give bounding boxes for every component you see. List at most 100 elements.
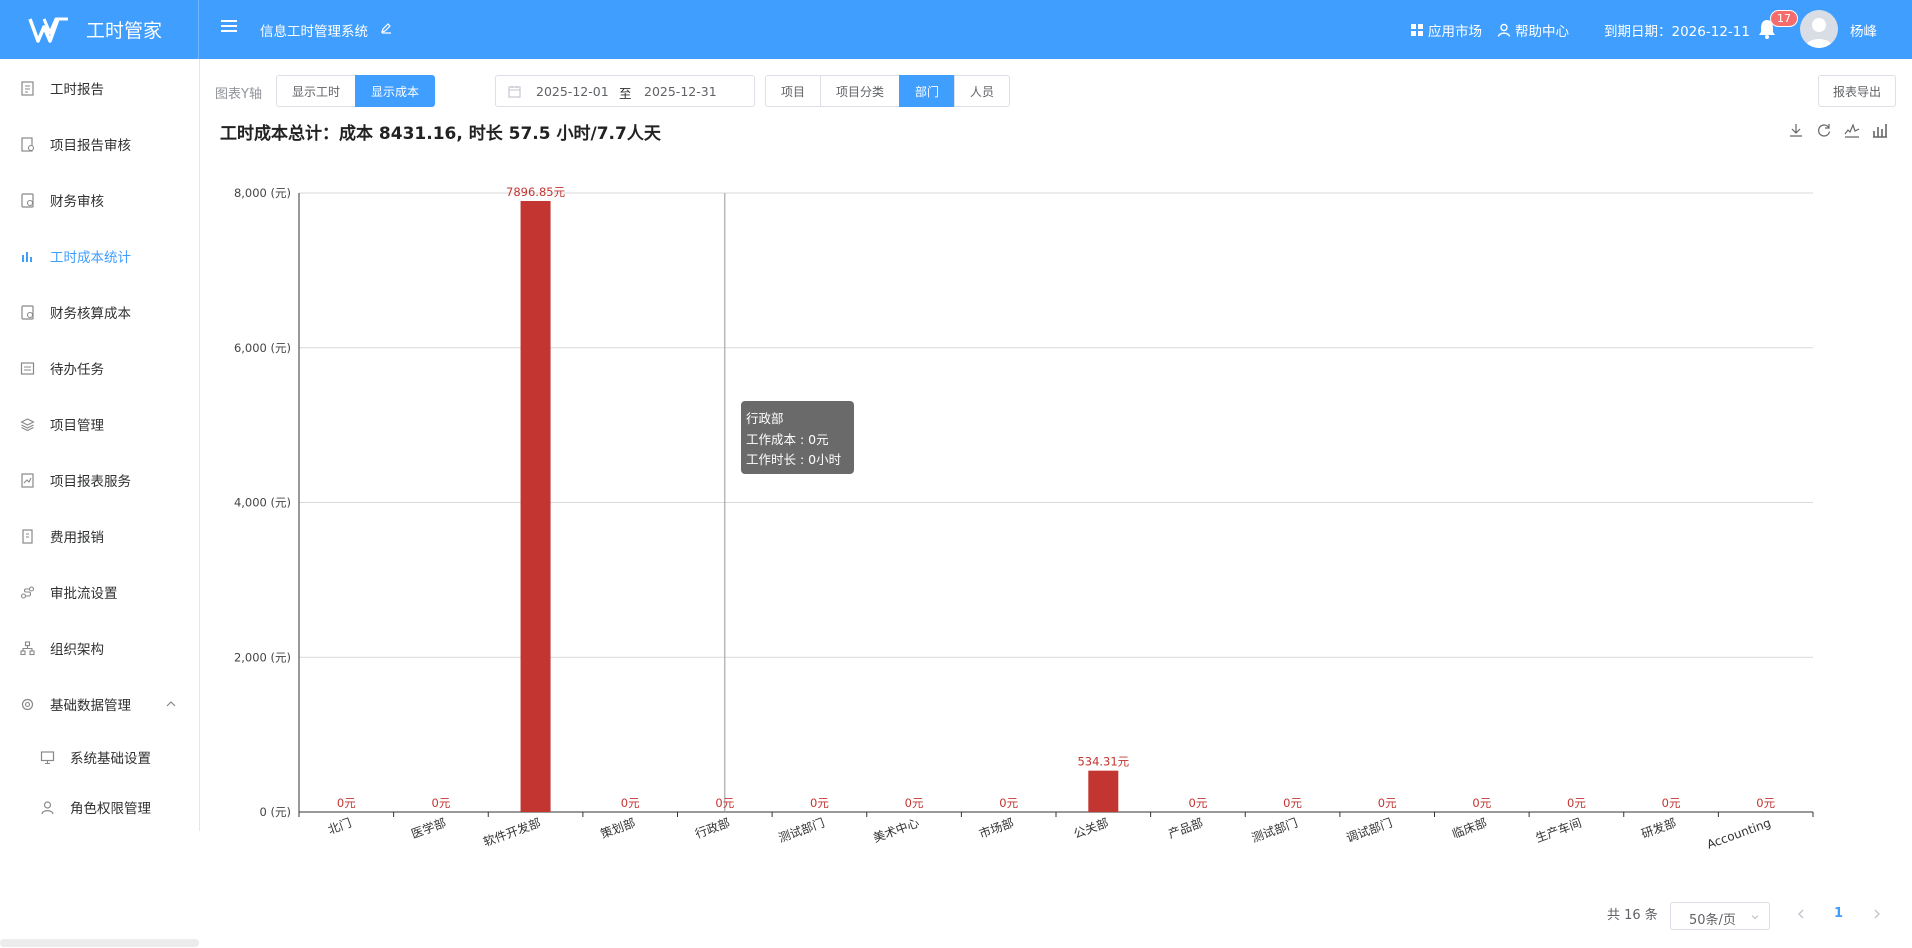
data-label: 0元	[1472, 796, 1491, 810]
x-tick-label: 软件开发部	[481, 815, 543, 850]
y-tick-label: 6,000 (元)	[234, 341, 291, 355]
user-icon	[41, 800, 54, 814]
sidebar-item-label: 组织架构	[50, 642, 104, 658]
sidebar-item-label: 角色权限管理	[70, 801, 151, 817]
x-tick-label: 北门	[326, 815, 354, 837]
prev-page-icon[interactable]	[1795, 908, 1807, 920]
x-tick-label: 调试部门	[1344, 815, 1394, 846]
sidebar-item-cost-stats[interactable]: 工时成本统计	[0, 236, 199, 276]
sidebar-item-expense[interactable]: 费用报销	[0, 516, 199, 556]
data-label: 0元	[432, 796, 451, 810]
workflow-icon	[20, 585, 35, 599]
task-icon	[20, 361, 35, 375]
data-label: 0元	[1378, 796, 1397, 810]
export-button[interactable]: 报表导出	[1818, 75, 1896, 107]
group-department-button[interactable]: 部门	[899, 75, 956, 107]
system-title: 信息工时管理系统	[260, 24, 368, 40]
sidebar-item-label: 项目报告审核	[50, 138, 131, 154]
x-tick-label: 研发部	[1639, 815, 1678, 841]
line-chart-icon[interactable]	[1844, 122, 1860, 138]
x-tick-label: 生产车间	[1533, 815, 1583, 846]
y-tick-label: 0 (元)	[260, 805, 291, 819]
avatar[interactable]	[1800, 10, 1838, 48]
x-tick-label: 医学部	[409, 815, 448, 841]
download-icon[interactable]	[1788, 122, 1804, 138]
next-page-icon[interactable]	[1871, 908, 1883, 920]
menu-toggle-icon[interactable]	[221, 20, 237, 34]
sidebar-item-work-report[interactable]: 工时报告	[0, 68, 199, 108]
date-start[interactable]: 2025-12-01	[536, 84, 609, 99]
bar-chart-toggle-icon[interactable]	[1872, 122, 1888, 138]
sidebar-item-role-permission[interactable]: 角色权限管理	[0, 787, 199, 827]
data-label: 0元	[715, 796, 734, 810]
x-tick-label: 策划部	[598, 815, 637, 841]
calendar-icon	[508, 86, 521, 98]
current-page[interactable]: 1	[1834, 906, 1844, 921]
app-market-link[interactable]: 应用市场	[1410, 20, 1482, 40]
sidebar-item-label: 费用报销	[50, 530, 104, 546]
monitor-icon	[40, 750, 55, 764]
bar	[1088, 770, 1119, 812]
sidebar-item-label: 财务审核	[50, 194, 104, 210]
user-outline-icon	[1497, 23, 1511, 37]
edit-icon[interactable]	[380, 22, 392, 34]
group-person-button[interactable]: 人员	[954, 75, 1011, 107]
sidebar-item-finance-audit[interactable]: 财务审核	[0, 180, 199, 220]
data-label: 0元	[999, 796, 1018, 810]
sidebar-item-todo[interactable]: 待办任务	[0, 348, 199, 388]
y-tick-label: 4,000 (元)	[234, 496, 291, 510]
sidebar-item-project-report[interactable]: 项目报表服务	[0, 460, 199, 500]
avatar-person-icon	[1805, 18, 1833, 48]
sidebar-scrollbar[interactable]	[0, 939, 199, 947]
chevron-down-icon	[1751, 915, 1759, 920]
y-tick-label: 8,000 (元)	[234, 186, 291, 200]
show-cost-button[interactable]: 显示成本	[355, 75, 436, 107]
date-range-picker[interactable]: 2025-12-01 至 2025-12-31	[495, 75, 755, 107]
tooltip-cost: 工作成本 : 0元	[746, 431, 829, 447]
x-tick-label: 测试部门	[1249, 815, 1299, 846]
app-market-label: 应用市场	[1428, 24, 1482, 40]
x-tick-label: 临床部	[1450, 815, 1489, 841]
group-project-button[interactable]: 项目	[765, 75, 822, 107]
data-label: 0元	[337, 796, 356, 810]
tooltip-hours: 工作时长 : 0小时	[746, 452, 842, 467]
sidebar-item-label: 审批流设置	[50, 586, 118, 602]
sidebar-item-system-settings[interactable]: 系统基础设置	[0, 737, 199, 777]
user-name[interactable]: 杨峰	[1850, 24, 1877, 40]
calculator-icon	[21, 304, 34, 320]
data-label: 534.31元	[1077, 755, 1129, 769]
chevron-up-icon	[166, 701, 176, 707]
page-size-select[interactable]: 50条/页	[1670, 902, 1770, 930]
data-label: 0元	[905, 796, 924, 810]
data-label: 0元	[810, 796, 829, 810]
bar-chart-icon	[22, 251, 32, 262]
tooltip-title: 行政部	[746, 411, 784, 426]
sidebar-item-base-data[interactable]: 基础数据管理	[0, 684, 199, 724]
x-tick-label: 产品部	[1166, 815, 1205, 841]
chart-tooltip: 行政部 工作成本 : 0元 工作时长 : 0小时	[741, 401, 854, 474]
sidebar-item-project-mgmt[interactable]: 项目管理	[0, 404, 199, 444]
date-end[interactable]: 2025-12-31	[644, 84, 717, 99]
sidebar-item-approval-flow[interactable]: 审批流设置	[0, 572, 199, 612]
x-tick-label: 测试部门	[776, 815, 826, 846]
sidebar-item-label: 工时成本统计	[50, 250, 131, 266]
sidebar-item-project-audit[interactable]: 项目报告审核	[0, 124, 199, 164]
expiry-date: 到期日期：2026-12-11	[1604, 24, 1750, 40]
app-logo[interactable]: 工时管家	[0, 0, 199, 59]
show-hours-button[interactable]: 显示工时	[276, 75, 357, 107]
y-axis-label: 图表Y轴	[215, 87, 262, 102]
logo-text: 工时管家	[86, 20, 163, 42]
data-label: 0元	[621, 796, 640, 810]
x-tick-label: Accounting	[1705, 816, 1773, 852]
help-center-link[interactable]: 帮助中心	[1497, 20, 1569, 40]
layers-icon	[20, 417, 35, 431]
sidebar-item-org[interactable]: 组织架构	[0, 628, 199, 668]
group-by-toggle: 项目 项目分类 部门 人员	[765, 75, 1011, 107]
sidebar-item-cost-accounting[interactable]: 财务核算成本	[0, 292, 199, 332]
data-label: 7896.85元	[506, 185, 566, 199]
y-axis-toggle: 显示工时 显示成本	[276, 75, 436, 107]
help-center-label: 帮助中心	[1515, 24, 1569, 40]
cost-bar-chart: 0 (元) 2,000 (元) 4,000 (元) 6,000 (元) 8,000 (元…	[234, 185, 1814, 852]
group-category-button[interactable]: 项目分类	[820, 75, 901, 107]
refresh-icon[interactable]	[1816, 122, 1832, 138]
